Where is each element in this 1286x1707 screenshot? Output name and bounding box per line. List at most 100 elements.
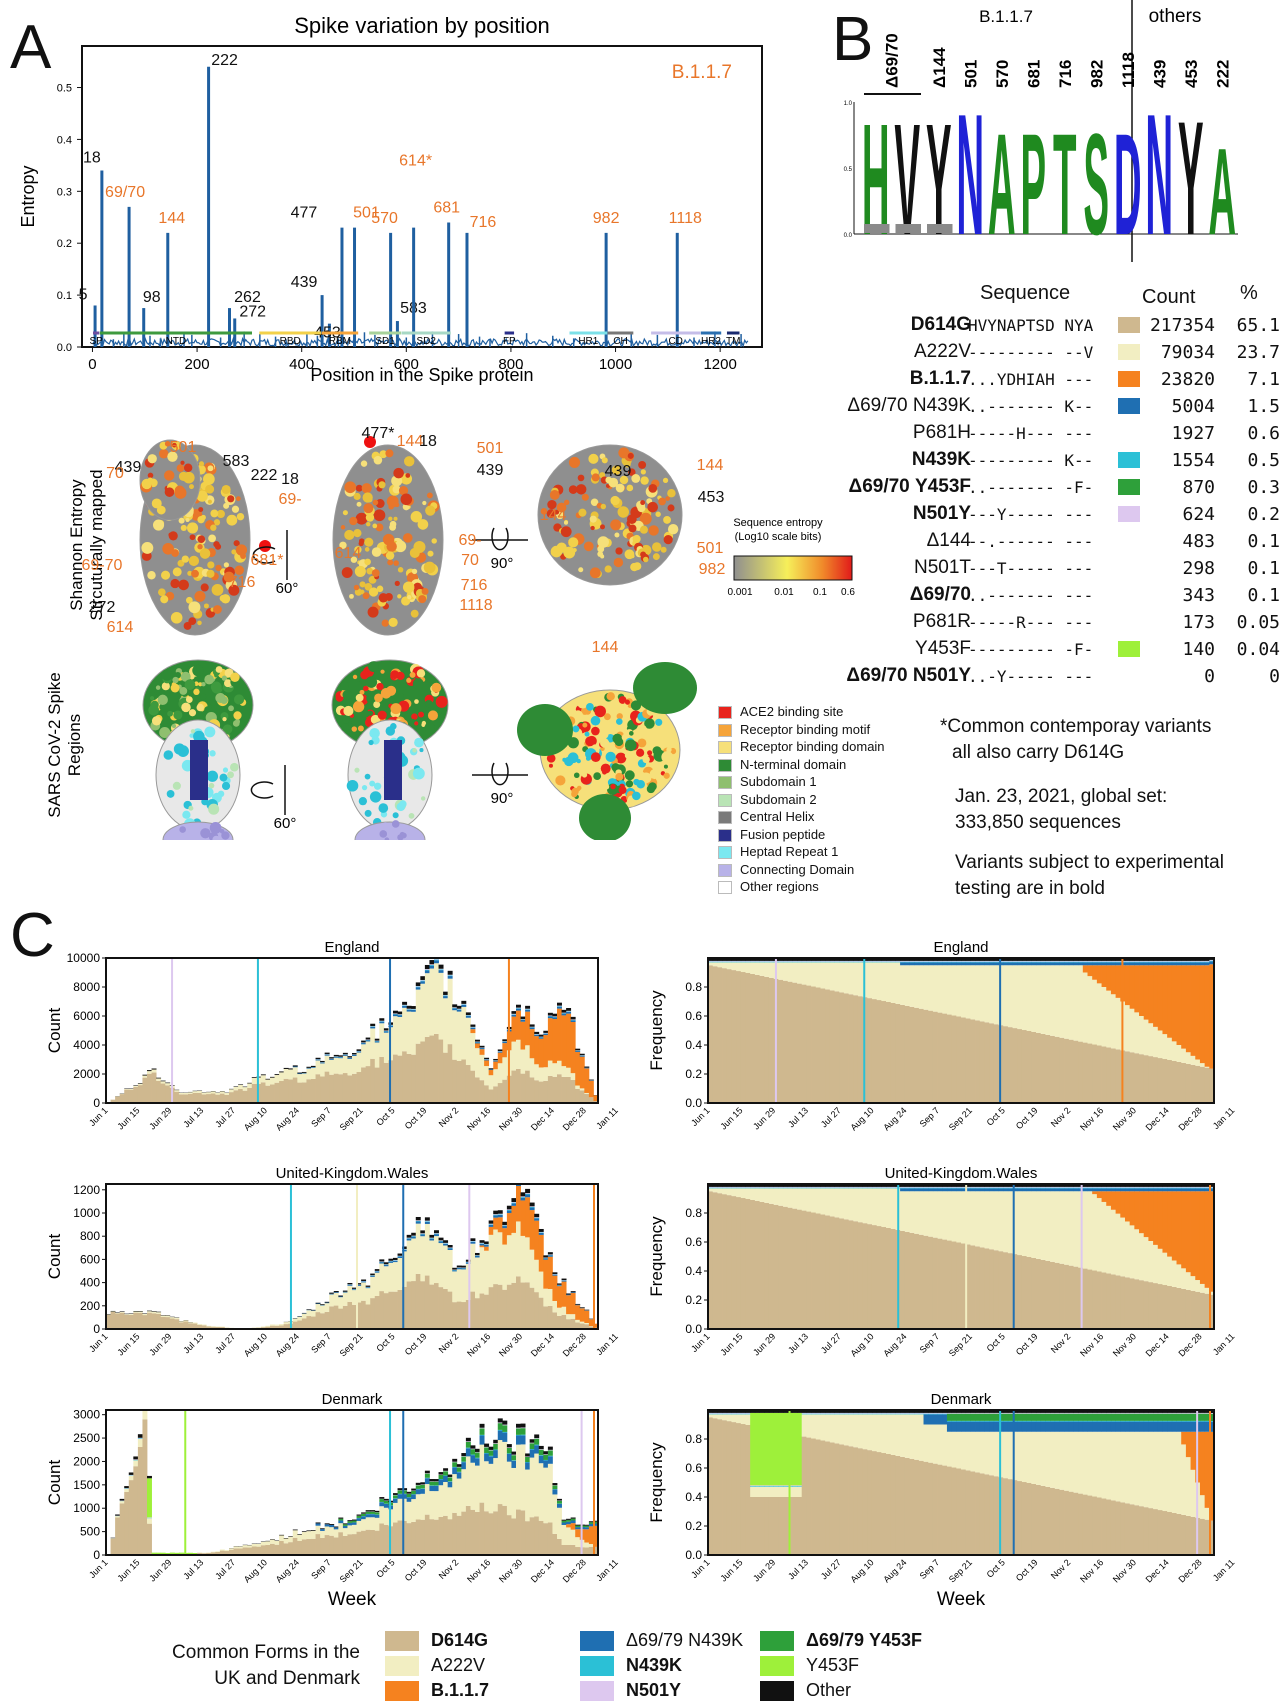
x-tick-label: Nov 16 [1078, 1105, 1105, 1132]
count-bar-segment [192, 1092, 198, 1103]
count-bar-segment [456, 1009, 462, 1012]
structure-residue [220, 712, 229, 720]
freq-bar-segment [1106, 965, 1112, 991]
freq-bar-segment [1162, 961, 1168, 963]
freq-bar-segment [876, 961, 882, 963]
freq-bar-segment [1106, 990, 1112, 1048]
y-tick-label: 0.4 [685, 1038, 702, 1052]
freq-bar-segment [867, 1186, 873, 1188]
freq-bar-segment [1162, 962, 1168, 966]
count-bar-segment [511, 1016, 517, 1042]
freq-bar-segment [848, 1412, 854, 1414]
count-bar-segment [156, 1077, 162, 1079]
count-bar-segment [447, 1477, 453, 1482]
freq-bar-segment [1087, 1431, 1093, 1496]
freq-bar-segment [825, 1414, 831, 1442]
freq-bar-segment [1035, 960, 1042, 962]
freq-bar-segment [1115, 1501, 1121, 1555]
freq-bar-segment [993, 1024, 999, 1103]
count-bar-segment [133, 1311, 139, 1313]
structure-residue [207, 465, 214, 472]
freq-bar-segment [1106, 1410, 1112, 1413]
count-bar-segment [393, 1016, 398, 1055]
count-bar-segment [461, 1006, 467, 1060]
count-bar-segment [502, 1057, 508, 1080]
freq-bar-segment [750, 1412, 756, 1486]
count-bar-segment [315, 1525, 321, 1535]
freq-bar-segment [1017, 958, 1023, 961]
freq-bar-segment [965, 1244, 971, 1329]
freq-bar-segment [820, 1188, 826, 1215]
freq-bar-segment [1124, 1421, 1131, 1432]
freq-bar-segment [1003, 1026, 1009, 1103]
structure-residue [228, 584, 240, 596]
variant-count: 23820 [1160, 369, 1215, 390]
freq-bar-segment [1096, 1188, 1102, 1192]
freq-bar-segment [1185, 958, 1191, 961]
count-bar-segment [260, 1326, 266, 1328]
freq-bar-segment [871, 1451, 878, 1555]
freq-bar-segment [1082, 1420, 1088, 1422]
freq-bar-segment [886, 1413, 892, 1415]
structure-residue [212, 835, 221, 840]
x-tick-label: Aug 10 [242, 1557, 269, 1584]
regions-legend-swatch [718, 846, 732, 860]
freq-bar-segment [782, 1188, 789, 1207]
freq-bar-segment [717, 962, 723, 968]
freq-bar-segment [745, 1413, 751, 1415]
freq-bar-segment [965, 960, 971, 962]
count-bar-segment [192, 1323, 198, 1329]
freq-bar-segment [1153, 960, 1159, 962]
freq-bar-segment [1040, 1033, 1046, 1103]
count-bar-segment [424, 1275, 430, 1329]
count-bar-segment [119, 1498, 125, 1501]
freq-bar-segment [787, 958, 793, 961]
structure-residue [352, 700, 365, 713]
freq-bar-segment [1045, 958, 1051, 961]
count-bar-segment [484, 1294, 490, 1329]
freq-bar-segment [1101, 1420, 1107, 1422]
freq-bar-segment [1110, 1420, 1117, 1422]
count-bar-segment [424, 1484, 430, 1515]
freq-bar-segment [900, 1191, 906, 1231]
freq-bar-segment [1087, 1191, 1093, 1270]
freq-bar-segment [1153, 1188, 1159, 1192]
structure-residue [158, 588, 166, 597]
count-bar-segment [402, 1005, 408, 1006]
panel-letter-b: B [832, 5, 874, 74]
freq-bar-segment [1035, 1032, 1042, 1103]
freq-bar-segment [928, 1010, 934, 1103]
freq-bar-segment [839, 1412, 845, 1414]
count-bar-segment [420, 976, 426, 980]
count-bar-segment [520, 1019, 526, 1022]
freq-bar-segment [1021, 1187, 1027, 1189]
freq-bar-segment [867, 1224, 873, 1329]
count-bar-segment [547, 1446, 553, 1450]
count-bar-segment [420, 1519, 426, 1555]
freq-bar-segment [1185, 1410, 1191, 1413]
freq-bar-segment [1209, 960, 1215, 962]
structure-residue [342, 689, 353, 700]
freq-bar-segment [1092, 1187, 1098, 1189]
freq-bar-segment [1031, 960, 1037, 962]
freq-bar-segment [722, 962, 728, 969]
structure-residue [359, 581, 366, 588]
count-bar-segment [306, 1066, 312, 1068]
count-bar-segment [557, 1500, 562, 1504]
freq-bar-segment [993, 1186, 999, 1188]
freq-bar-segment [1073, 1040, 1079, 1103]
freq-bar-segment [848, 1187, 854, 1189]
freq-bar-segment [1050, 961, 1056, 963]
freq-bar-segment [914, 1413, 920, 1415]
structure-residue [360, 460, 368, 467]
structure-residue [352, 674, 358, 680]
freq-bar-segment [904, 1457, 910, 1555]
freq-bar-segment [768, 1186, 774, 1188]
freq-bar-segment [1204, 961, 1210, 963]
count-bar-segment [538, 1449, 544, 1450]
count-bar-segment [566, 1011, 572, 1014]
freq-bar-segment [1209, 1191, 1215, 1292]
structure-residue [198, 682, 203, 687]
count-bar-segment [233, 1086, 239, 1091]
freq-bar-segment [871, 1187, 878, 1189]
